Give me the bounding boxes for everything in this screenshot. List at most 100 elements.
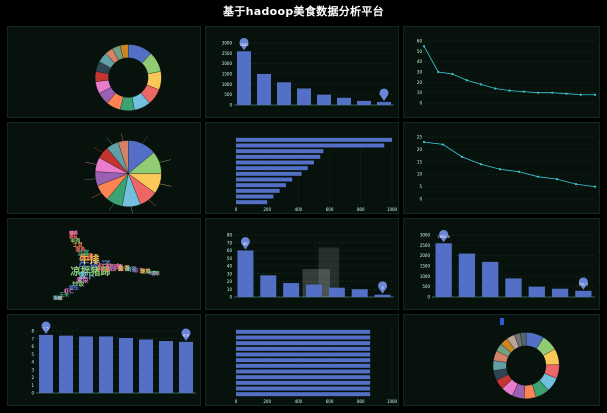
bar [119,337,133,393]
word: 青菜 [76,276,89,284]
y-tick-label: 60 [417,39,423,44]
word: 馒头 [53,294,61,300]
word: 萝卜 [79,271,95,281]
y-tick-label: 5 [31,352,34,357]
x-tick-label: 800 [357,399,365,404]
bar [458,253,476,297]
bar [236,363,371,368]
bar [236,335,371,340]
chart-r2c2: 0 200 400 600 800 1000 [235,137,398,212]
bar [236,386,371,391]
bar [39,334,53,393]
x-tick-label: 800 [357,207,365,212]
panel-row3-left: 牛肉汤 凉拌猪蹄 牛排 红烧肉 萝卜 鸡翅 排骨 青菜 豆腐 鱼香 炒饭 面条 鸡蛋 番茄 土豆 茄子 虾仁 羊肉… [7,218,201,310]
y-tick-label: 3000 [420,233,431,238]
x-tick-label: 600 [326,399,334,404]
bar [435,243,452,297]
marker-label: 60 [243,242,247,246]
bar [257,74,271,105]
y-tick-label: 70 [227,240,233,245]
bar [159,341,173,393]
marker-label: 7.5 [43,326,49,330]
y-tick-label: 2500 [420,243,431,248]
y-tick-label: 1000 [222,82,233,87]
chart-r4c1: 0 1 2 3 4 5 6 7 8 7.5 6.6 [31,321,196,396]
data-point [465,79,468,82]
y-tick-label: 1 [31,383,34,388]
word: 鸡翅 [78,252,94,261]
bar [236,160,314,165]
bar [59,335,73,393]
y-tick-label: 500 [422,284,430,289]
word: 排骨 [110,263,124,272]
word: 烧鸡 [70,229,78,235]
pie-slice [519,332,527,347]
marker-label: 2600 [240,43,249,47]
y-tick-label: 10 [417,172,423,177]
bar [179,341,193,393]
word: 牛肉汤 [79,259,112,273]
chart-r2c3: 0 5 10 15 20 25 [417,135,597,202]
slice-leader [91,192,102,198]
word: 蛋糕 [152,270,160,276]
bar [374,294,391,297]
word: 面条 [75,246,85,253]
slice-leader [131,206,133,213]
y-tick-label: 1000 [420,274,431,279]
word: 牛排 [79,253,99,266]
chart-r2c1 [83,132,172,213]
y-tick-label: 20 [417,80,423,85]
word: 羊肉 [70,237,80,244]
data-point [508,89,511,92]
bar [99,336,113,393]
y-tick-label: 3000 [222,41,233,46]
page-title: 基于hadoop美食数据分析平台 [223,5,384,18]
slice-leader [108,203,115,211]
chart-r1c1 [95,44,162,111]
data-point [422,140,426,144]
bar [297,88,311,105]
pie-slice [119,44,129,59]
panel-row3-right: 0 500 1000 1500 2000 2500 3000 2630.8 301.5 [403,218,600,310]
word: 红烧肉 [98,262,122,272]
word: 粉丝 [149,269,157,275]
y-tick-label: 0 [427,295,430,300]
chart-r4c2: 0 200 400 600 800 1000 [235,329,398,404]
word: 炒饭 [72,280,84,288]
bar [237,51,251,105]
x-tick-label: 0 [235,399,238,404]
bar [236,183,286,188]
y-tick-label: 2000 [222,61,233,66]
bar [306,284,322,297]
bar [575,290,592,297]
x-tick-label: 200 [263,207,271,212]
y-tick-label: 60 [227,248,233,253]
bar [236,329,371,334]
y-tick-label: 0 [229,295,232,300]
marker-pin [378,281,388,294]
y-tick-label: 4 [31,360,34,365]
bar [236,380,371,385]
word: 酸菜 [140,268,150,275]
x-tick-label: 0 [235,207,238,212]
slice-leader [84,161,97,165]
bar [236,200,268,205]
y-tick-label: 20 [227,279,233,284]
panel-row2-middle: 0 200 400 600 800 1000 [205,122,399,214]
word: 茄子 [132,267,143,274]
bar [328,287,345,297]
y-tick-label: 10 [227,287,233,292]
y-tick-label: 2000 [420,253,431,258]
data-point [536,91,540,94]
data-point [451,72,454,76]
x-tick-label: 400 [295,399,303,404]
x-tick-label: 200 [263,399,271,404]
marker-pin [240,237,250,250]
data-point [536,175,540,178]
y-tick-label: 15 [417,159,423,164]
data-point [494,87,497,90]
chart-r1c2: 0 500 1000 1500 2000 2500 3000 2600 [222,37,394,108]
bar [357,100,371,105]
word: 火锅 [54,295,62,301]
bar [236,369,371,374]
